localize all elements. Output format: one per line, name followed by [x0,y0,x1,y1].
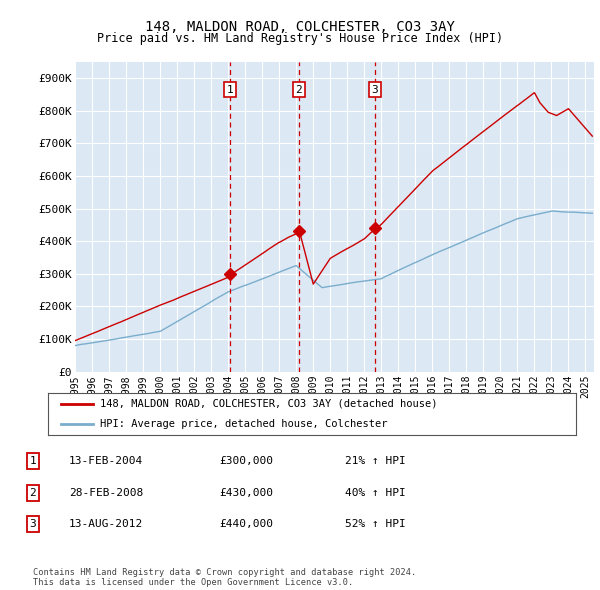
Text: 1: 1 [29,457,37,466]
Text: 21% ↑ HPI: 21% ↑ HPI [345,457,406,466]
Text: 40% ↑ HPI: 40% ↑ HPI [345,488,406,497]
Text: Price paid vs. HM Land Registry's House Price Index (HPI): Price paid vs. HM Land Registry's House … [97,32,503,45]
Text: 13-AUG-2012: 13-AUG-2012 [69,519,143,529]
Text: 2: 2 [296,84,302,94]
Text: 148, MALDON ROAD, COLCHESTER, CO3 3AY (detached house): 148, MALDON ROAD, COLCHESTER, CO3 3AY (d… [100,399,437,409]
Text: Contains HM Land Registry data © Crown copyright and database right 2024.
This d: Contains HM Land Registry data © Crown c… [33,568,416,587]
Text: 3: 3 [371,84,378,94]
Text: HPI: Average price, detached house, Colchester: HPI: Average price, detached house, Colc… [100,419,387,430]
Text: 2: 2 [29,488,37,497]
Text: 1: 1 [227,84,233,94]
Text: 13-FEB-2004: 13-FEB-2004 [69,457,143,466]
Text: £300,000: £300,000 [219,457,273,466]
Text: 28-FEB-2008: 28-FEB-2008 [69,488,143,497]
Text: 52% ↑ HPI: 52% ↑ HPI [345,519,406,529]
Text: 148, MALDON ROAD, COLCHESTER, CO3 3AY: 148, MALDON ROAD, COLCHESTER, CO3 3AY [145,19,455,34]
Text: 3: 3 [29,519,37,529]
Text: £440,000: £440,000 [219,519,273,529]
Text: £430,000: £430,000 [219,488,273,497]
